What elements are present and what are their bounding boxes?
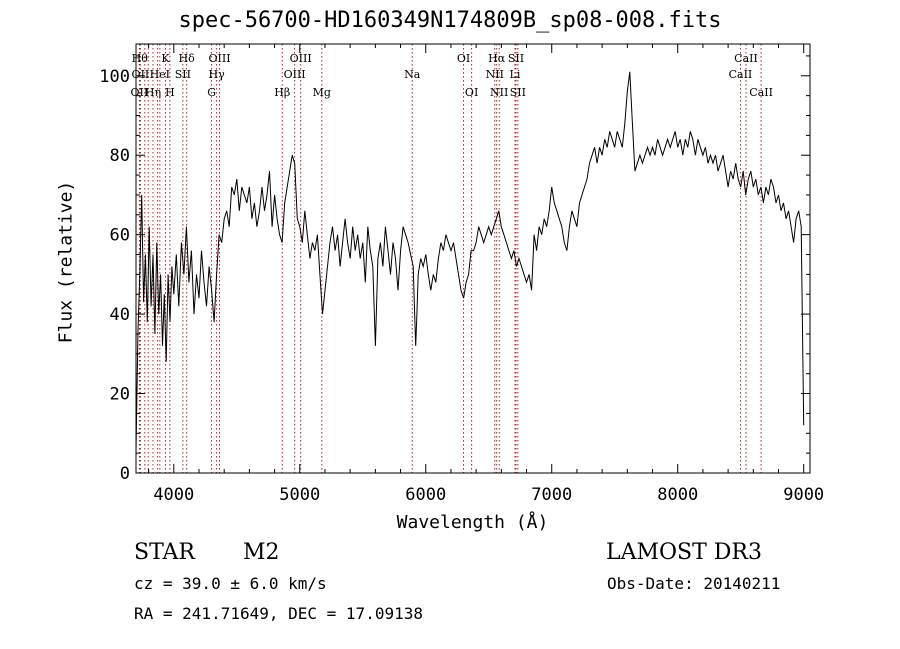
line-labels: HθOIIOIIHηHeIKHSIIHδGHγOIIIHβOIIIOIIIMgN… xyxy=(131,52,773,99)
line-label: Hδ xyxy=(179,52,196,65)
observation-date: Obs-Date: 20140211 xyxy=(607,574,781,593)
spectrum-series xyxy=(135,71,805,454)
plot-axes: 4000 5000 6000 7000 8000 9000 0 20 40 60 80 100 xyxy=(99,43,824,505)
line-label: Mg xyxy=(313,86,331,99)
line-label: Hθ xyxy=(132,52,149,65)
survey-name: LAMOST DR3 xyxy=(606,540,762,565)
y-axis-label: Flux (relative) xyxy=(55,180,77,344)
y-tick-label: 0 xyxy=(120,464,130,484)
line-label: Hη xyxy=(145,86,161,99)
line-label: NII xyxy=(490,86,508,99)
y-tick-label: 20 xyxy=(110,385,130,405)
y-tick-label: 100 xyxy=(99,67,130,87)
y-tick-label: 60 xyxy=(110,226,130,246)
y-tick-label: 80 xyxy=(110,146,130,166)
line-label: SII xyxy=(175,68,191,81)
subclass: M2 xyxy=(243,540,280,565)
line-label: Hα xyxy=(488,52,506,65)
line-label: OII xyxy=(132,68,150,81)
line-label: SII xyxy=(510,86,526,99)
line-label: Hγ xyxy=(209,68,226,81)
line-label: HeI xyxy=(150,68,170,81)
x-tick-label: 5000 xyxy=(279,485,320,505)
redshift-readout: cz = 39.0 ± 6.0 km/s xyxy=(134,574,327,593)
x-tick-label: 9000 xyxy=(783,485,824,505)
line-label: SII xyxy=(508,52,524,65)
x-tick-label: 6000 xyxy=(405,485,446,505)
line-label: OIII xyxy=(284,68,306,81)
object-type: STAR xyxy=(134,540,195,565)
line-label: K xyxy=(161,52,170,65)
line-label: OIII xyxy=(208,52,230,65)
line-label: Hβ xyxy=(274,86,290,99)
x-axis-label: Wavelength (Å) xyxy=(396,512,549,533)
spectrum-line xyxy=(135,71,805,454)
line-label: Na xyxy=(404,68,421,81)
emission-line-markers xyxy=(138,44,762,473)
line-label: CaII xyxy=(729,68,753,81)
line-label: OI xyxy=(457,52,470,65)
line-label: CaII xyxy=(734,52,758,65)
coordinates-readout: RA = 241.71649, DEC = 17.09138 xyxy=(134,604,423,623)
line-label: OIII xyxy=(290,52,312,65)
line-label: CaII xyxy=(749,86,773,99)
line-label: OII xyxy=(131,86,149,99)
chart-title: spec-56700-HD160349N174809B_sp08-008.fit… xyxy=(178,8,722,33)
y-tick-label: 40 xyxy=(110,305,130,325)
line-label: H xyxy=(165,86,175,99)
line-label: Li xyxy=(510,68,521,81)
x-tick-label: 8000 xyxy=(657,485,698,505)
line-label: OI xyxy=(465,86,478,99)
plot-frame xyxy=(135,43,811,474)
x-tick-label: 4000 xyxy=(153,485,194,505)
line-label: NII xyxy=(486,68,504,81)
line-label: G xyxy=(207,86,216,99)
x-tick-label: 7000 xyxy=(531,485,572,505)
